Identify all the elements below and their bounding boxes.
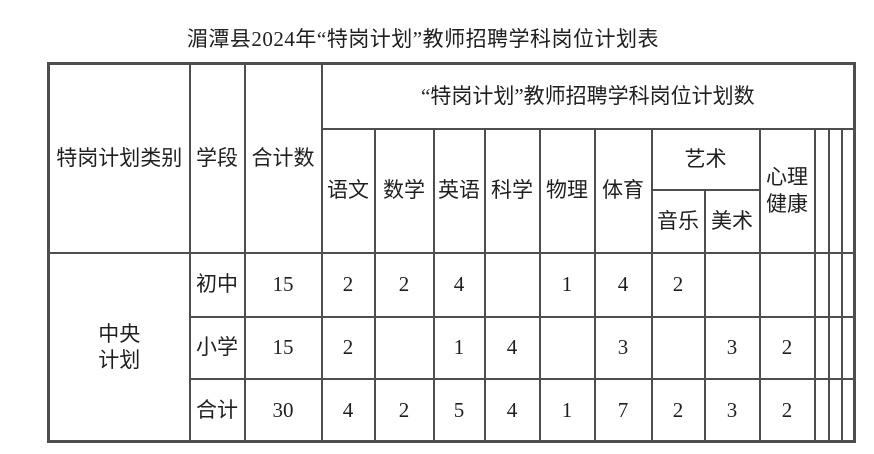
- header-subject-english: 英语: [432, 127, 486, 254]
- cell-stage: 初中: [188, 251, 246, 318]
- cell-value: 4: [483, 315, 541, 380]
- header-subject-mental-health: 心理 健康: [758, 127, 816, 254]
- empty-column-3: [840, 127, 856, 254]
- header-subject-science: 科学: [483, 127, 541, 254]
- cell-value: [758, 251, 816, 318]
- cell-value: 1: [538, 377, 596, 443]
- cell-empty: [827, 315, 843, 380]
- table-row-primary: 小学 15 2 1 4 3 3 2: [49, 315, 856, 380]
- cell-stage: 小学: [188, 315, 246, 380]
- cell-empty: [827, 251, 843, 318]
- table-row-total: 合计 30 4 2 5 4 1 7 2 3 2: [49, 377, 856, 443]
- cell-value: 2: [758, 315, 816, 380]
- cell-value: 1: [538, 251, 596, 318]
- page-title: 湄潭县2024年“特岗计划”教师招聘学科岗位计划表: [186, 27, 660, 51]
- cell-empty: [813, 315, 830, 380]
- cell-value: 2: [650, 377, 706, 443]
- cell-empty: [813, 377, 830, 443]
- cell-plan-group: 中央 计划: [47, 251, 191, 443]
- header-subject-fine-art: 美术: [703, 188, 761, 254]
- cell-value: [703, 251, 761, 318]
- header-stage: 学段: [188, 62, 246, 254]
- cell-empty: [840, 377, 856, 443]
- header-subject-chinese: 语文: [320, 127, 376, 254]
- header-category: 特岗计划类别: [47, 62, 191, 254]
- cell-empty: [827, 377, 843, 443]
- cell-empty: [840, 315, 856, 380]
- empty-column-1: [813, 127, 830, 254]
- cell-total: 15: [243, 315, 323, 380]
- cell-value: 2: [650, 251, 706, 318]
- header-subject-physics: 物理: [538, 127, 596, 254]
- header-plan-count: “特岗计划”教师招聘学科岗位计划数: [320, 62, 856, 130]
- table-row-junior: 中央 计划 初中 15 2 2 4 1 4 2: [47, 251, 856, 443]
- header-row-2: 语文 数学 英语 科学 物理 体育 艺术 心理 健康: [49, 127, 856, 254]
- cell-value: [650, 315, 706, 380]
- cell-value: [538, 315, 596, 380]
- cell-value: 2: [373, 251, 435, 318]
- cell-value: 5: [432, 377, 486, 443]
- cell-value: 2: [758, 377, 816, 443]
- cell-value: [373, 315, 435, 380]
- header-subject-math: 数学: [373, 127, 435, 254]
- header-subject-pe: 体育: [593, 127, 653, 254]
- cell-value: 3: [703, 377, 761, 443]
- cell-value: 3: [593, 315, 653, 380]
- cell-value: 2: [373, 377, 435, 443]
- recruitment-table: 特岗计划类别 学段 合计数 “特岗计划”教师招聘学科岗位计划数 语文 数学 英语…: [47, 62, 857, 443]
- header-total: 合计数: [243, 62, 323, 254]
- cell-value: 4: [320, 377, 376, 443]
- cell-total: 30: [243, 377, 323, 443]
- header-row-1: 特岗计划类别 学段 合计数 “特岗计划”教师招聘学科岗位计划数: [47, 62, 856, 254]
- cell-stage: 合计: [188, 377, 246, 443]
- cell-empty: [813, 251, 830, 318]
- cell-empty: [840, 251, 856, 318]
- cell-value: 3: [703, 315, 761, 380]
- header-subject-music: 音乐: [650, 188, 706, 254]
- cell-value: 4: [432, 251, 486, 318]
- cell-value: 4: [593, 251, 653, 318]
- cell-value: 2: [320, 251, 376, 318]
- header-subject-art: 艺术: [650, 127, 761, 191]
- cell-value: 1: [432, 315, 486, 380]
- cell-value: 4: [483, 377, 541, 443]
- cell-value: 7: [593, 377, 653, 443]
- header-row-3: 音乐 美术: [49, 188, 855, 254]
- cell-value: 2: [320, 315, 376, 380]
- cell-total: 15: [243, 251, 323, 318]
- cell-value: [483, 251, 541, 318]
- empty-column-2: [827, 127, 843, 254]
